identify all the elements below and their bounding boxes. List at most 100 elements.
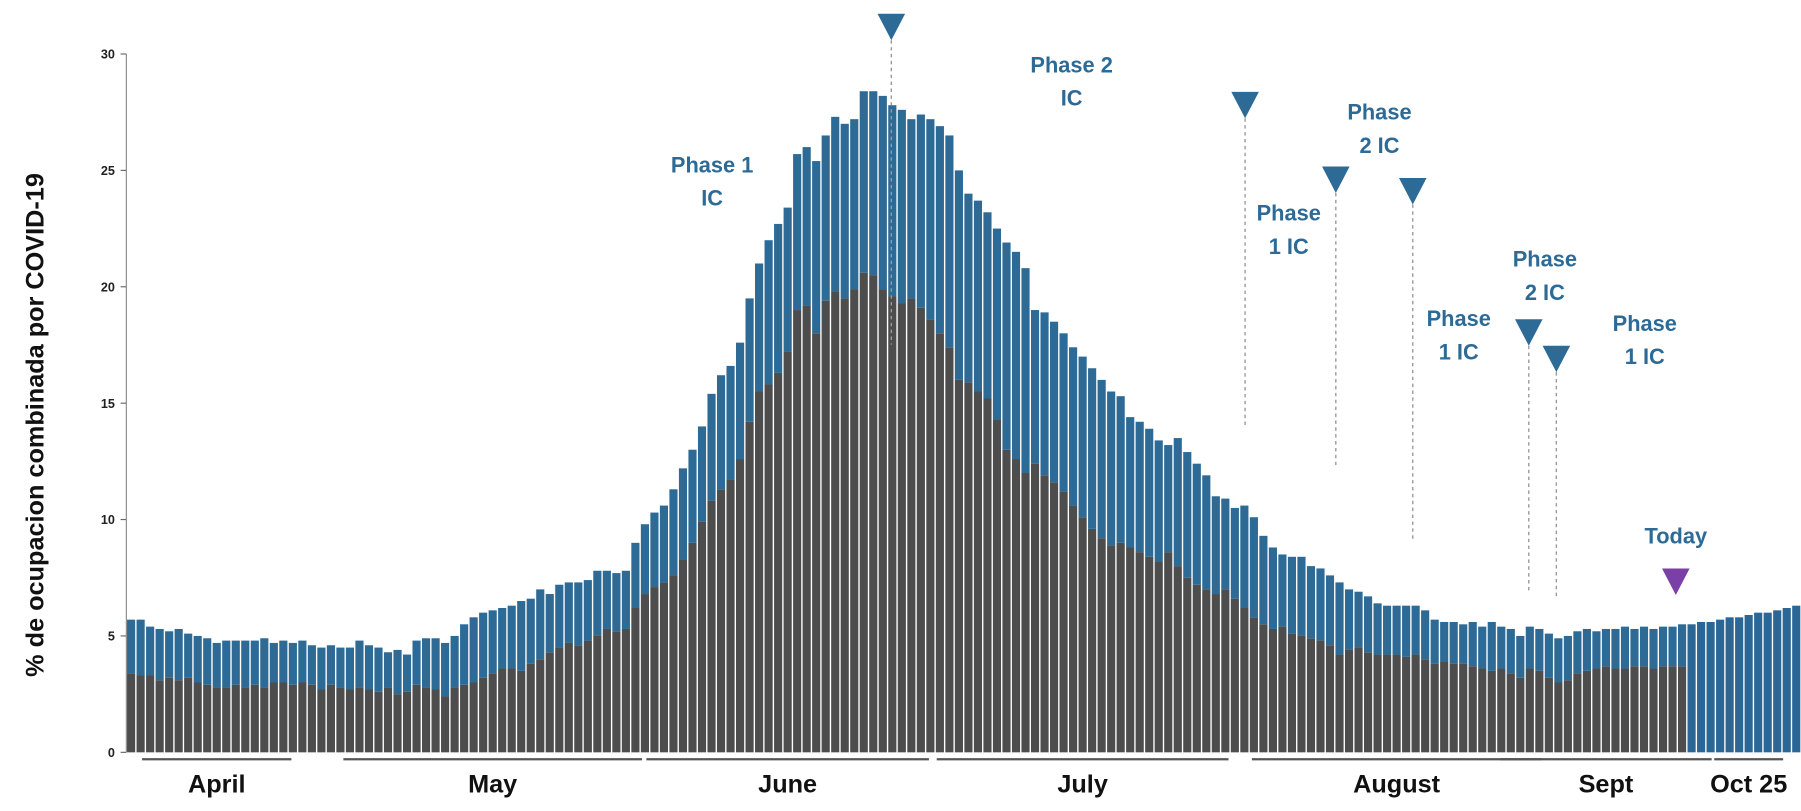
bar-segment — [1030, 310, 1040, 464]
bar-segment — [1192, 463, 1201, 585]
bar-segment — [935, 333, 944, 753]
bar-segment — [1126, 417, 1135, 548]
bar-segment — [1259, 535, 1268, 625]
bar-segment — [878, 95, 887, 290]
bar-segment — [1716, 619, 1725, 753]
bar-segment — [1249, 617, 1258, 753]
bar-segment — [850, 119, 859, 290]
bar-segment — [307, 684, 316, 753]
bar-segment — [802, 305, 811, 753]
bar-segment — [260, 687, 269, 753]
bar-segment — [336, 687, 345, 753]
bar-segment — [1563, 635, 1572, 681]
bar-segment — [1468, 621, 1477, 667]
y-tick-label: 20 — [101, 280, 115, 294]
bar-segment — [231, 684, 240, 753]
bar-segment — [1297, 556, 1306, 636]
bar-segment — [1230, 598, 1239, 753]
bar-segment — [193, 635, 202, 683]
bar-segment — [954, 170, 963, 380]
bar-segment — [992, 228, 1002, 420]
bar-segment — [469, 617, 478, 683]
bar-segment — [1516, 635, 1525, 678]
bar-segment — [983, 212, 992, 399]
bar-segment — [1592, 631, 1601, 669]
bar-segment — [1411, 654, 1420, 753]
y-tick-label: 5 — [108, 630, 115, 644]
bar-segment — [669, 575, 678, 753]
bar-segment — [1649, 628, 1658, 669]
bar-segment — [916, 114, 925, 308]
bar-segment — [1697, 621, 1706, 753]
bar-segment — [393, 694, 402, 753]
bar-segment — [555, 584, 564, 648]
bar-segment — [279, 640, 288, 683]
bar-segment — [1440, 621, 1449, 662]
bar-segment — [1040, 312, 1049, 476]
bar-segment — [831, 291, 840, 753]
bar-segment — [1592, 668, 1601, 753]
bar-segment — [155, 628, 164, 681]
bar-segment — [364, 689, 374, 753]
bar-segment — [298, 682, 307, 753]
bar-segment — [507, 668, 516, 753]
bar-segment — [1050, 321, 1059, 483]
bar-segment — [1107, 545, 1116, 753]
bar-segment — [793, 310, 802, 753]
bar-segment — [422, 687, 431, 753]
x-tick-label: Sept — [1579, 771, 1634, 799]
bar-segment — [402, 654, 412, 692]
annotation: Phase — [1427, 306, 1491, 331]
bar-segment — [1478, 626, 1487, 669]
bar-segment — [1421, 610, 1430, 660]
bar-segment — [564, 642, 573, 753]
bar-segment — [1135, 421, 1144, 553]
bar-segment — [1658, 626, 1668, 667]
bar-segment — [716, 375, 726, 490]
annotation: Phase 1 — [671, 152, 753, 177]
bar-segment — [1116, 396, 1125, 543]
bar-segment — [1344, 649, 1354, 753]
bar-segment — [422, 638, 431, 688]
bar-segment — [897, 109, 906, 304]
bar-segment — [602, 570, 611, 629]
bar-segment — [1639, 626, 1649, 667]
bar-segment — [1154, 440, 1163, 562]
bar-segment — [1611, 668, 1620, 753]
bar-segment — [583, 580, 592, 641]
bar-segment — [1278, 626, 1287, 753]
bar-segment — [1535, 670, 1544, 753]
bar-segment — [393, 649, 402, 695]
bar-segment — [745, 298, 754, 422]
bar-segment — [222, 687, 231, 753]
bar-segment — [1525, 668, 1534, 753]
bar-segment — [926, 319, 935, 753]
bar-segment — [755, 263, 764, 392]
bar-segment — [707, 393, 716, 501]
bar-segment — [1297, 635, 1306, 753]
bar-segment — [184, 633, 193, 678]
bar-segment — [517, 601, 526, 671]
bar-segment — [964, 382, 973, 753]
bar-segment — [374, 647, 383, 692]
bar-segment — [1306, 638, 1316, 753]
bar-segment — [631, 542, 640, 609]
bar-segment — [383, 687, 393, 753]
bar-segment — [1268, 547, 1277, 629]
bar-segment — [479, 677, 488, 753]
annotation: 1 IC — [1625, 344, 1665, 369]
bar-segment — [345, 647, 355, 690]
bar-segment — [241, 687, 250, 753]
bar-segment — [1268, 628, 1277, 753]
bar-segment — [1497, 626, 1506, 669]
bar-segment — [1478, 668, 1487, 753]
bar-segment — [402, 691, 412, 753]
bar-segment — [659, 582, 669, 753]
bar-segment — [298, 640, 307, 683]
bar-segment — [412, 640, 421, 685]
bar-segment — [688, 542, 697, 753]
bar-segment — [1306, 566, 1316, 639]
bar-segment — [507, 605, 516, 669]
bar-segment — [1316, 640, 1325, 753]
bar-segment — [1383, 605, 1392, 655]
